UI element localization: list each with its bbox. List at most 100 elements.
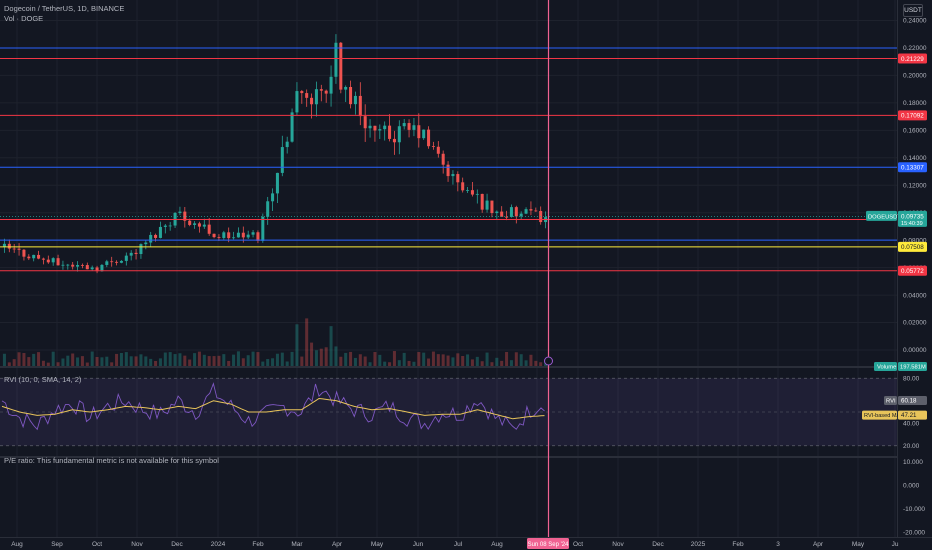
candle-body [534, 210, 538, 212]
volume-bar [100, 357, 104, 366]
volume-bar [329, 326, 333, 366]
candle-body [505, 216, 509, 218]
volume-bar [427, 358, 431, 366]
volume-bar [310, 342, 314, 366]
candle-body [163, 225, 167, 227]
time-tick-22: Ju [892, 541, 899, 548]
volume-bar [217, 355, 221, 366]
candle-body [119, 260, 123, 263]
volume-bar [173, 354, 177, 366]
candle-body [295, 91, 299, 113]
rvi-tick-0: 80.00 [903, 375, 920, 382]
candle-body [144, 242, 148, 245]
candle-body [37, 254, 41, 259]
candle-body [139, 244, 143, 254]
candle-body [222, 232, 226, 238]
volume-legend: Vol · DOGE [4, 14, 44, 23]
candle-body [212, 233, 216, 238]
candle-body [207, 224, 211, 234]
time-tick-10: Jun [413, 541, 424, 548]
volume-bar [529, 354, 533, 366]
currency-button[interactable]: USDT [903, 4, 923, 17]
candle-body [51, 258, 55, 263]
time-tick-21: May [852, 541, 865, 548]
volume-bar [509, 360, 513, 366]
volume-bar [56, 362, 60, 366]
candle-body [407, 123, 411, 130]
candle-body [80, 265, 84, 266]
volume-bar [41, 360, 45, 366]
time-tick-12: Aug [491, 541, 503, 548]
level-badge-text-6: 0.07508 [901, 244, 924, 251]
crosshair [544, 0, 553, 537]
volume-bar [407, 360, 411, 366]
time-tick-14: Oct [573, 541, 583, 548]
volume-bar [168, 352, 172, 366]
candle-body [392, 138, 396, 143]
volume-bar [461, 355, 465, 366]
volume-bar [280, 352, 284, 366]
candle-body [149, 234, 153, 243]
candle-body [422, 129, 426, 139]
candle-body [251, 232, 255, 235]
price-tick-11: 0.02000 [903, 320, 927, 327]
candle-body [363, 116, 367, 129]
volume-bar [373, 352, 377, 366]
crosshair-marker [544, 356, 553, 366]
candle-body [495, 211, 499, 214]
candle-body [529, 209, 533, 211]
time-axis[interactable]: Aug Sep Oct Nov Dec 2024 Feb Mar Apr May Jun Jul Aug… [0, 537, 932, 550]
rvi-ma-value-text: 47.21 [901, 412, 917, 419]
candle-body [27, 256, 31, 259]
price-tick-5: 0.14000 [903, 155, 927, 162]
volume-bar [514, 352, 518, 366]
volume-bar [251, 351, 255, 366]
price-tick-3: 0.18000 [903, 100, 927, 107]
crosshair-date-text: Sun 08 Sep '24 [528, 542, 570, 548]
volume-bar [295, 324, 299, 366]
candle-body [310, 97, 314, 105]
price-tick-12: 0.00000 [903, 347, 927, 354]
candle-body [427, 129, 431, 147]
candle-body [349, 86, 353, 105]
volume-bar [202, 354, 206, 366]
volume-bar [2, 353, 6, 366]
volume-bar [66, 355, 70, 366]
volume-bar [222, 354, 226, 366]
volume-bar [119, 352, 123, 366]
candle-body [344, 86, 348, 90]
candle-body [61, 264, 65, 266]
volume-bar [232, 354, 236, 366]
volume-bar [456, 353, 460, 366]
volume-bar [134, 356, 138, 366]
volume-bar [349, 351, 353, 366]
candle-body [509, 207, 513, 217]
time-tick-18: Feb [732, 541, 744, 548]
volume-bar [27, 357, 31, 366]
volume-bar [368, 362, 372, 366]
candle-body [241, 232, 245, 238]
candle-body [475, 193, 479, 195]
rvi-legend: RVI (10, 0, SMA, 14, 2) [4, 375, 82, 384]
price-symbol-badge [866, 210, 897, 221]
volume-bar [139, 354, 143, 366]
candle-body [314, 89, 318, 105]
candle-body [353, 95, 357, 105]
candle-body [217, 237, 221, 238]
volume-bar [46, 362, 50, 366]
candle-body [480, 193, 484, 210]
volume-bar [441, 354, 445, 366]
level-badge-7 [898, 265, 927, 276]
rvi-value-badge [898, 396, 927, 406]
volume-bar [388, 362, 392, 366]
candle-body [431, 146, 435, 147]
level-badge-2 [898, 110, 927, 121]
candle-body [290, 112, 294, 142]
rvi-value-text: 60.18 [901, 398, 917, 405]
rvi-pane [0, 377, 897, 447]
time-tick-7: Mar [291, 541, 303, 548]
price-tick-1: 0.22000 [903, 45, 927, 52]
candle-body [202, 224, 206, 227]
candle-body [124, 255, 128, 261]
